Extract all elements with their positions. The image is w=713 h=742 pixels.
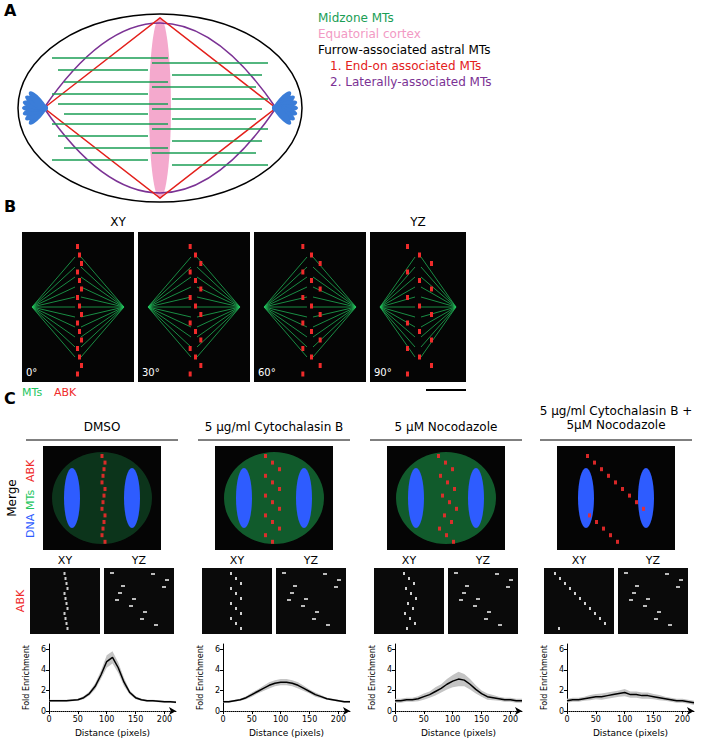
svg-text:2: 2 <box>215 686 220 695</box>
svg-text:6: 6 <box>215 645 220 654</box>
svg-text:C: C <box>4 389 16 408</box>
svg-text:0: 0 <box>387 707 392 716</box>
svg-text:Distance (pixels): Distance (pixels) <box>421 728 496 738</box>
svg-text:XY: XY <box>230 554 245 567</box>
svg-text:0: 0 <box>559 707 564 716</box>
svg-text:Furrow-associated astral MTs: Furrow-associated astral MTs <box>318 43 490 57</box>
svg-text:30°: 30° <box>142 367 160 378</box>
svg-text:XY: XY <box>572 554 587 567</box>
svg-text:4: 4 <box>387 665 392 674</box>
svg-text:200: 200 <box>157 715 172 724</box>
svg-text:0: 0 <box>220 715 225 724</box>
svg-text:200: 200 <box>331 715 346 724</box>
svg-text:6: 6 <box>41 645 46 654</box>
svg-text:Midzone MTs: Midzone MTs <box>318 11 394 25</box>
svg-text:4: 4 <box>559 665 564 674</box>
svg-text:Distance (pixels): Distance (pixels) <box>249 728 324 738</box>
svg-text:B: B <box>4 197 16 216</box>
svg-text:XY: XY <box>58 554 73 567</box>
svg-text:XY: XY <box>402 554 417 567</box>
svg-text:60°: 60° <box>258 367 276 378</box>
svg-text:200: 200 <box>503 715 518 724</box>
svg-text:50: 50 <box>591 715 601 724</box>
svg-text:YZ: YZ <box>645 554 661 567</box>
svg-text:2: 2 <box>41 686 46 695</box>
svg-text:0°: 0° <box>26 367 37 378</box>
svg-text:0: 0 <box>392 715 397 724</box>
svg-text:100: 100 <box>617 715 632 724</box>
svg-text:Merge: Merge <box>5 479 19 516</box>
svg-text:Fold Enrichment: Fold Enrichment <box>540 645 549 710</box>
svg-text:Distance (pixels): Distance (pixels) <box>75 728 150 738</box>
svg-text:XY: XY <box>110 215 126 229</box>
svg-text:DNA: DNA <box>24 513 37 538</box>
svg-text:2. Laterally-associated MTs: 2. Laterally-associated MTs <box>330 75 492 89</box>
html-text:DMSO: DMSO <box>83 420 121 434</box>
svg-text:YZ: YZ <box>475 554 491 567</box>
html-text:5 µg/ml Cytochalasin B + 5µM N: 5 µg/ml Cytochalasin B + 5µM Nocodazole <box>539 404 693 432</box>
svg-text:4: 4 <box>41 665 46 674</box>
svg-text:6: 6 <box>387 645 392 654</box>
svg-text:MTs: MTs <box>24 490 37 510</box>
svg-text:ABK: ABK <box>24 459 37 482</box>
svg-text:90°: 90° <box>374 367 392 378</box>
svg-text:0: 0 <box>215 707 220 716</box>
svg-text:ABK: ABK <box>54 386 77 399</box>
svg-text:Fold Enrichment: Fold Enrichment <box>196 645 205 710</box>
svg-text:Distance (pixels): Distance (pixels) <box>593 728 668 738</box>
svg-text:150: 150 <box>128 715 143 724</box>
svg-text:1. End-on associated MTs: 1. End-on associated MTs <box>330 59 481 73</box>
svg-text:200: 200 <box>675 715 690 724</box>
svg-text:Equatorial cortex: Equatorial cortex <box>318 27 421 41</box>
svg-text:MTs: MTs <box>22 386 42 399</box>
svg-text:A: A <box>4 1 17 20</box>
svg-text:50: 50 <box>73 715 83 724</box>
svg-text:100: 100 <box>99 715 114 724</box>
svg-text:100: 100 <box>445 715 460 724</box>
svg-text:YZ: YZ <box>409 215 426 229</box>
svg-text:Fold Enrichment: Fold Enrichment <box>22 645 31 710</box>
svg-text:2: 2 <box>387 686 392 695</box>
svg-text:0: 0 <box>564 715 569 724</box>
svg-text:YZ: YZ <box>131 554 147 567</box>
svg-text:100: 100 <box>273 715 288 724</box>
svg-text:50: 50 <box>419 715 429 724</box>
svg-text:50: 50 <box>247 715 257 724</box>
html-text:5 µM Nocodazole: 5 µM Nocodazole <box>394 420 498 434</box>
svg-text:2: 2 <box>559 686 564 695</box>
svg-text:4: 4 <box>215 665 220 674</box>
svg-text:ABK: ABK <box>14 589 27 612</box>
svg-text:0: 0 <box>46 715 51 724</box>
svg-text:150: 150 <box>302 715 317 724</box>
svg-text:150: 150 <box>646 715 661 724</box>
svg-text:6: 6 <box>559 645 564 654</box>
svg-text:Fold Enrichment: Fold Enrichment <box>368 645 377 710</box>
svg-text:150: 150 <box>474 715 489 724</box>
html-text:5 µg/ml Cytochalasin B: 5 µg/ml Cytochalasin B <box>204 420 344 434</box>
svg-text:0: 0 <box>41 707 46 716</box>
svg-text:YZ: YZ <box>303 554 319 567</box>
